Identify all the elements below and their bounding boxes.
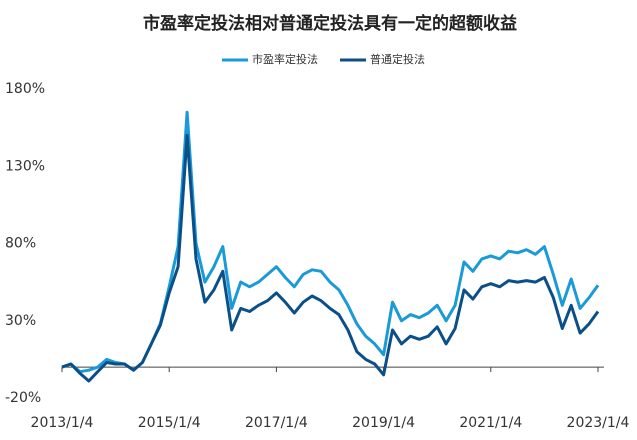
y-tick-label: 180% — [5, 81, 45, 97]
line-series — [61, 133, 600, 383]
y-tick-label: 80% — [5, 236, 36, 252]
x-tick-label: 2013/1/4 — [31, 415, 94, 431]
x-tick-label: 2023/1/4 — [567, 415, 630, 431]
x-tick-label: 2017/1/4 — [245, 415, 308, 431]
y-tick-label: 130% — [5, 158, 45, 174]
x-tick-label: 2015/1/4 — [138, 415, 201, 431]
y-tick-label: 30% — [5, 313, 36, 329]
x-tick-label: 2021/1/4 — [459, 415, 522, 431]
legend-label: 市盈率定投法 — [252, 52, 318, 66]
chart-title: 市盈率定投法相对普通定投法具有一定的超额收益 — [143, 13, 517, 34]
legend-label: 普通定投法 — [370, 52, 425, 66]
line-series — [61, 110, 600, 374]
y-tick-label: -20% — [5, 390, 41, 406]
x-tick-label: 2019/1/4 — [352, 415, 415, 431]
